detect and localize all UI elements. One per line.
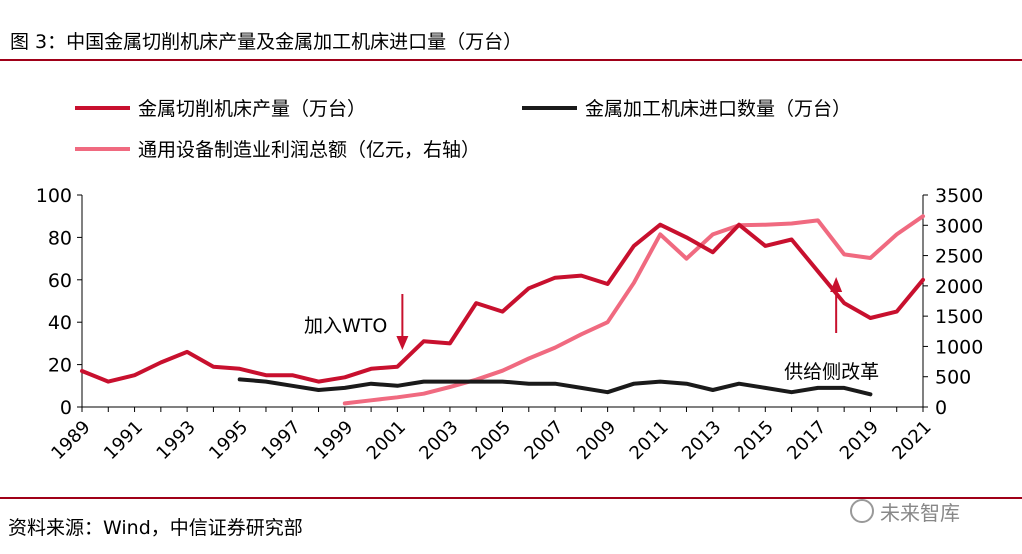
x-tick-label: 2009 bbox=[573, 417, 620, 464]
annotation-reform-arrowhead bbox=[830, 277, 843, 292]
y-right-tick-label: 2000 bbox=[935, 276, 983, 298]
watermark: 未来智库 bbox=[850, 497, 960, 526]
wechat-icon bbox=[850, 499, 874, 523]
y-right-tick-label: 3500 bbox=[935, 185, 983, 207]
x-tick-label: 2003 bbox=[415, 417, 462, 464]
axes: 0204060801000500100015002000250030003500… bbox=[36, 185, 984, 464]
legend-label-profit: 通用设备制造业利润总额（亿元，右轴） bbox=[138, 139, 480, 161]
x-tick-label: 1993 bbox=[152, 417, 199, 464]
y-left-tick-label: 40 bbox=[48, 312, 72, 334]
x-tick-label: 1999 bbox=[310, 417, 357, 464]
y-right-tick-label: 1500 bbox=[935, 306, 983, 328]
x-tick-label: 2019 bbox=[836, 417, 883, 464]
annotation-wto-label: 加入WTO bbox=[304, 315, 387, 337]
x-tick-label: 2005 bbox=[468, 417, 515, 464]
annotation-wto-arrowhead bbox=[396, 336, 409, 350]
title-divider bbox=[0, 59, 1022, 61]
legend-label-imports: 金属加工机床进口数量（万台） bbox=[585, 98, 851, 120]
legend-label-production: 金属切削机床产量（万台） bbox=[138, 98, 366, 120]
x-tick-label: 1991 bbox=[100, 417, 147, 464]
x-tick-label: 1989 bbox=[47, 417, 94, 464]
y-left-tick-label: 0 bbox=[60, 397, 72, 419]
series-line-2 bbox=[342, 214, 925, 406]
y-left-tick-label: 80 bbox=[48, 227, 72, 249]
series-lines bbox=[80, 214, 925, 406]
y-right-tick-label: 0 bbox=[935, 397, 947, 419]
x-tick-label: 2015 bbox=[731, 417, 778, 464]
x-tick-label: 2011 bbox=[626, 417, 673, 464]
y-right-tick-label: 1000 bbox=[935, 336, 983, 358]
figure-title: 图 3：中国金属切削机床产量及金属加工机床进口量（万台） bbox=[10, 31, 523, 53]
series-line-0 bbox=[80, 222, 925, 384]
chart: 金属切削机床产量（万台） 金属加工机床进口数量（万台） 通用设备制造业利润总额（… bbox=[36, 98, 984, 464]
y-right-tick-label: 3000 bbox=[935, 215, 983, 237]
watermark-text: 未来智库 bbox=[880, 501, 960, 525]
y-right-tick-label: 500 bbox=[935, 367, 971, 389]
x-tick-label: 2017 bbox=[783, 417, 830, 464]
y-left-tick-label: 20 bbox=[48, 355, 72, 377]
x-tick-label: 2001 bbox=[363, 417, 410, 464]
legend: 金属切削机床产量（万台） 金属加工机床进口数量（万台） 通用设备制造业利润总额（… bbox=[75, 98, 851, 161]
series-line-1 bbox=[237, 377, 873, 397]
x-tick-label: 2007 bbox=[520, 417, 567, 464]
y-left-tick-label: 60 bbox=[48, 270, 72, 292]
annotations: 加入WTO 供给侧改革 bbox=[304, 277, 879, 383]
source-note: 资料来源：Wind，中信证券研究部 bbox=[8, 517, 303, 539]
footer-divider bbox=[0, 497, 1022, 499]
x-tick-label: 2021 bbox=[888, 417, 935, 464]
annotation-reform-label: 供给侧改革 bbox=[784, 361, 879, 383]
y-left-tick-label: 100 bbox=[36, 185, 72, 207]
y-right-tick-label: 2500 bbox=[935, 246, 983, 268]
x-tick-label: 1997 bbox=[258, 417, 305, 464]
x-tick-label: 1995 bbox=[205, 417, 252, 464]
x-tick-label: 2013 bbox=[678, 417, 725, 464]
